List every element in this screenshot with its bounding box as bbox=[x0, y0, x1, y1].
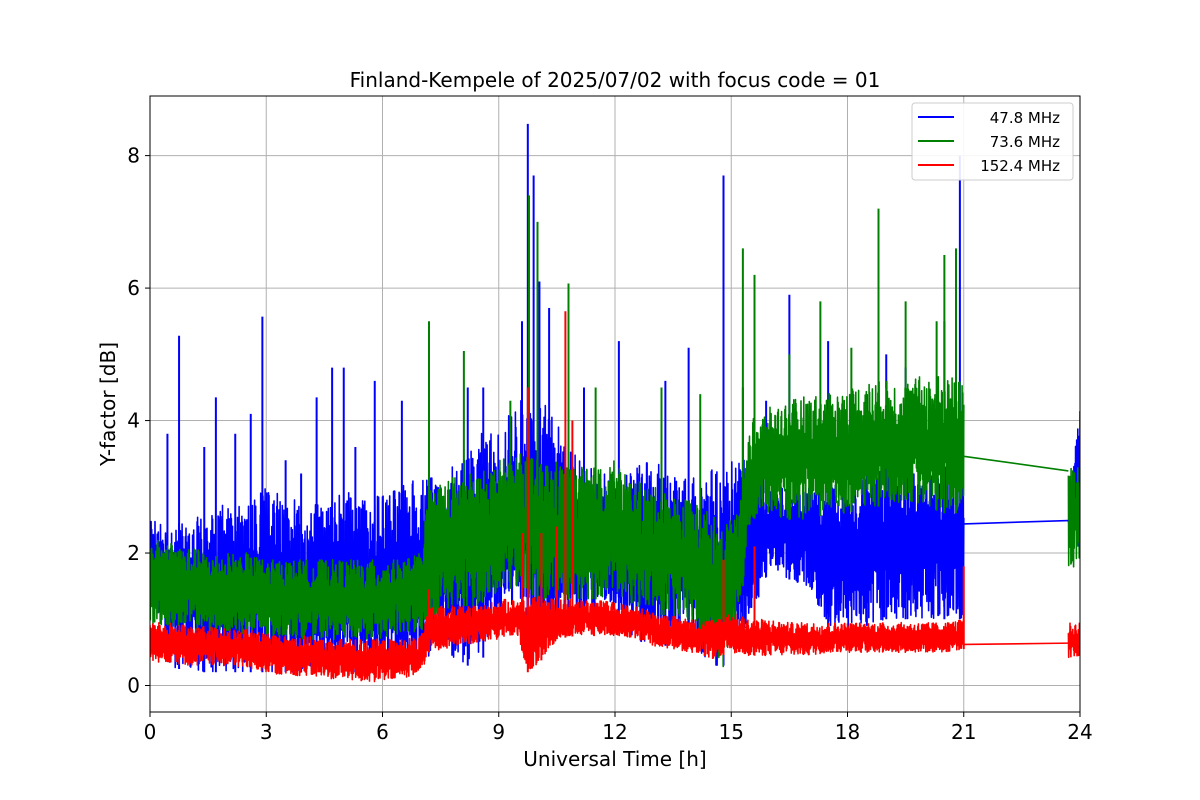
series-trace bbox=[1067, 622, 1080, 659]
x-axis-label: Universal Time [h] bbox=[523, 747, 706, 771]
gap-connector bbox=[963, 642, 1069, 646]
series-trace bbox=[1067, 467, 1080, 568]
x-tick-label: 3 bbox=[260, 720, 273, 744]
chart-title: Finland-Kempele of 2025/07/02 with focus… bbox=[350, 68, 881, 92]
x-tick-label: 9 bbox=[492, 720, 505, 744]
gap-connector bbox=[963, 519, 1069, 525]
legend-label: 47.8 MHz bbox=[990, 109, 1060, 127]
x-tick-label: 18 bbox=[835, 720, 860, 744]
legend-label: 73.6 MHz bbox=[990, 133, 1060, 151]
series-trace bbox=[150, 376, 965, 668]
y-tick-label: 0 bbox=[127, 674, 140, 698]
y-axis-label: Y-factor [dB] bbox=[96, 342, 120, 467]
y-tick-label: 2 bbox=[127, 541, 140, 565]
legend-box bbox=[911, 102, 1074, 181]
x-tick-label: 0 bbox=[144, 720, 157, 744]
x-tick-label: 15 bbox=[719, 720, 744, 744]
series-152-4-mhz bbox=[150, 311, 1080, 683]
legend: 47.8 MHz 73.6 MHz 152.4 MHz bbox=[911, 102, 1074, 181]
series-layer bbox=[150, 123, 1080, 683]
x-tick-label: 12 bbox=[602, 720, 627, 744]
x-tick-label: 24 bbox=[1067, 720, 1092, 744]
y-tick-label: 6 bbox=[127, 276, 140, 300]
series-73-6-mhz bbox=[150, 195, 1080, 668]
y-tick-label: 8 bbox=[127, 144, 140, 168]
gap-connector bbox=[963, 455, 1069, 472]
x-tick-label: 6 bbox=[376, 720, 389, 744]
x-tick-label: 21 bbox=[951, 720, 976, 744]
legend-label: 152.4 MHz bbox=[980, 157, 1060, 175]
y-tick-label: 4 bbox=[127, 409, 140, 433]
